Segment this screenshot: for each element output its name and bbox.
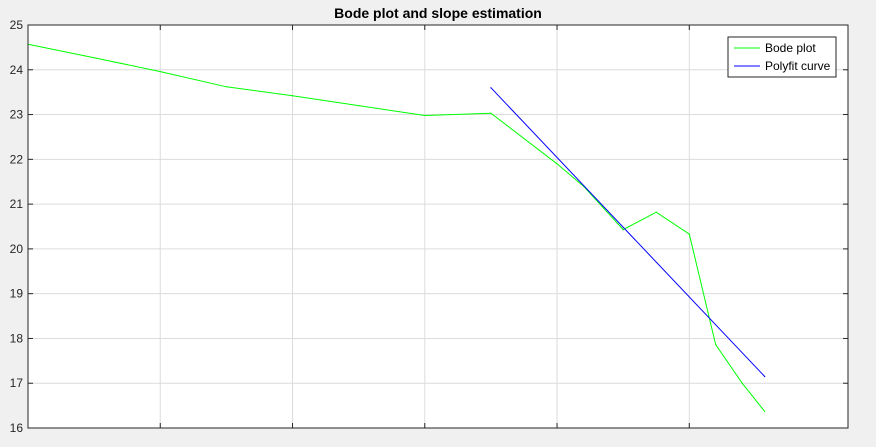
chart-title: Bode plot and slope estimation	[334, 5, 542, 21]
y-tick-label-20: 20	[10, 242, 24, 256]
legend-label-bode-plot: Bode plot	[765, 41, 816, 55]
data-point-bode-plot-14	[741, 382, 743, 384]
plot-area	[28, 25, 848, 428]
y-tick-label-16: 16	[10, 421, 24, 435]
data-point-bode-plot-10	[622, 229, 624, 231]
data-point-bode-plot-6	[424, 114, 426, 117]
data-point-bode-plot-5	[358, 105, 360, 107]
series-line-polyfit-curve	[490, 87, 766, 377]
data-point-bode-plot-13	[715, 344, 717, 346]
y-tick-label-19: 19	[10, 287, 24, 301]
series-layer	[27, 43, 766, 413]
data-point-polyfit-curve-1	[764, 375, 766, 378]
series-line-bode-plot	[27, 43, 766, 412]
legend-label-polyfit-curve: Polyfit curve	[765, 59, 831, 73]
legend-box	[727, 36, 837, 78]
data-point-bode-plot-3	[225, 86, 227, 88]
data-point-bode-plot-4	[291, 95, 294, 97]
y-tick-label-23: 23	[10, 108, 24, 122]
data-point-bode-plot-1	[93, 57, 95, 59]
data-point-bode-plot-7	[490, 112, 492, 114]
y-tick-label-17: 17	[10, 376, 24, 390]
y-tick-label-21: 21	[10, 197, 24, 211]
y-tick-label-18: 18	[10, 331, 24, 345]
data-point-bode-plot-8	[556, 163, 558, 165]
data-point-bode-plot-2	[159, 70, 161, 73]
y-tick-label-24: 24	[10, 63, 24, 77]
ticks: 16 17 18 19 20 21 22 23 24 25	[10, 18, 848, 435]
data-point-bode-plot-15	[764, 410, 766, 413]
data-point-polyfit-curve-0	[490, 87, 492, 89]
y-tick-label-25: 25	[10, 18, 24, 32]
data-point-bode-plot-12	[688, 233, 690, 235]
data-point-bode-plot-11	[655, 211, 657, 213]
legend: Bode plot Polyfit curve	[727, 36, 837, 78]
axes-box	[27, 24, 849, 429]
y-tick-label-22: 22	[10, 152, 24, 166]
